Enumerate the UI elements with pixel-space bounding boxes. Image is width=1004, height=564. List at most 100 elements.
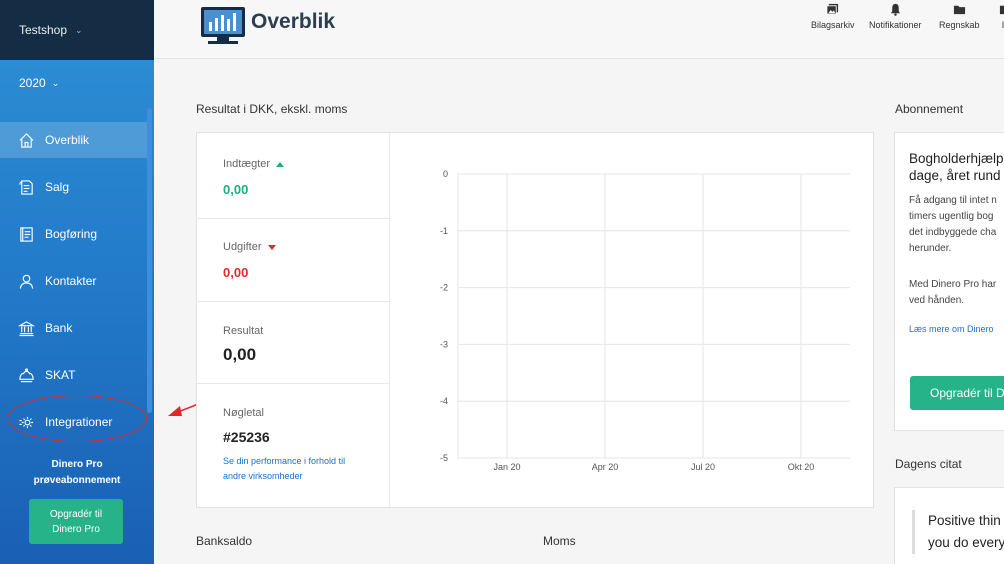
result-card: Indtægter 0,00 Udgifter 0,00 Resultat 0,… bbox=[196, 132, 874, 508]
y-tick-label: -5 bbox=[440, 453, 448, 463]
upgrade-button[interactable]: Opgradér til Dinero Pro bbox=[29, 499, 123, 544]
sidebar: Testshop ⌄ 2020 ⌄ Overblik Salg Bogførin… bbox=[0, 0, 154, 564]
crown-icon bbox=[19, 367, 34, 382]
y-tick-label: -4 bbox=[440, 396, 448, 406]
trial-label: Dinero Pro prøveabonnement bbox=[0, 457, 154, 489]
expenses-kpi: Udgifter 0,00 bbox=[197, 219, 389, 302]
sidebar-item-label: Kontakter bbox=[45, 274, 97, 288]
subscription-text-line: timers ugentlig bog bbox=[909, 211, 994, 222]
caret-up-icon bbox=[276, 161, 285, 167]
moms-heading: Moms bbox=[543, 534, 576, 548]
quote-card: Positive thin you do every bbox=[894, 487, 1004, 564]
sidebar-item-bogforing[interactable]: Bogføring bbox=[0, 216, 147, 252]
key-figure-label: Nøgletal bbox=[223, 407, 264, 419]
bell-icon bbox=[890, 3, 900, 16]
result-value: 0,00 bbox=[223, 345, 257, 364]
x-tick-label: Jul 20 bbox=[691, 462, 715, 472]
performance-link-line: Se din performance i forhold til bbox=[223, 456, 346, 466]
action-label: Regnskab bbox=[939, 20, 980, 30]
y-tick-label: -1 bbox=[440, 226, 448, 236]
more-action-button[interactable]: In bbox=[999, 3, 1004, 30]
subscription-text-2: Med Dinero Pro har ved hånden. bbox=[909, 277, 996, 309]
performance-link[interactable]: Se din performance i forhold til andre v… bbox=[223, 454, 389, 484]
bilagsarkiv-button[interactable]: Bilagsarkiv bbox=[811, 3, 855, 30]
regnskab-button[interactable]: Regnskab bbox=[939, 3, 980, 30]
sidebar-item-label: Overblik bbox=[45, 133, 90, 147]
sidebar-scrollbar[interactable] bbox=[147, 108, 152, 413]
upgrade-button-line: Dinero Pro bbox=[52, 523, 100, 535]
invoice-icon bbox=[19, 179, 33, 195]
sidebar-item-salg[interactable]: Salg bbox=[0, 169, 147, 205]
shop-selector[interactable]: Testshop ⌄ bbox=[0, 0, 154, 60]
read-more-link[interactable]: Læs mere om Dinero bbox=[909, 324, 994, 334]
key-figure-value: #25236 bbox=[223, 429, 270, 445]
action-label: In bbox=[1001, 20, 1004, 30]
result-kpi: Resultat 0,00 bbox=[197, 302, 389, 384]
sidebar-item-skat[interactable]: SKAT bbox=[0, 357, 147, 393]
folder-icon bbox=[953, 5, 965, 15]
income-kpi: Indtægter 0,00 bbox=[197, 133, 389, 219]
sidebar-item-overblik[interactable]: Overblik bbox=[0, 122, 147, 158]
performance-link-line: andre virksomheder bbox=[223, 471, 303, 481]
sidebar-item-bank[interactable]: Bank bbox=[0, 310, 147, 346]
x-tick-label: Apr 20 bbox=[592, 462, 619, 472]
shop-name: Testshop bbox=[19, 23, 68, 37]
chevron-down-icon: ⌄ bbox=[75, 24, 83, 35]
annotation-circle bbox=[7, 395, 147, 442]
trial-label-line: Dinero Pro bbox=[51, 459, 103, 470]
trial-label-line: prøveabonnement bbox=[33, 475, 121, 486]
year-selector[interactable]: 2020 ⌄ bbox=[19, 76, 59, 90]
subscription-text-line: Få adgang til intet n bbox=[909, 195, 997, 206]
key-figure-kpi: Nøgletal #25236 Se din performance i for… bbox=[197, 384, 389, 507]
sidebar-item-kontakter[interactable]: Kontakter bbox=[0, 263, 147, 299]
subscription-text-line: Med Dinero Pro har bbox=[909, 279, 997, 290]
result-label: Resultat bbox=[223, 325, 264, 337]
result-heading: Resultat i DKK, ekskl. moms bbox=[196, 102, 348, 116]
upgrade-pro-button[interactable]: Opgradér til Di bbox=[910, 376, 1004, 410]
upgrade-button-line: Opgradér til bbox=[49, 508, 103, 520]
sidebar-item-label: Bank bbox=[45, 321, 73, 335]
home-icon bbox=[19, 132, 34, 148]
subscription-text-line: herunder. bbox=[909, 243, 952, 254]
x-tick-label: Okt 20 bbox=[788, 462, 815, 472]
subscription-text-line: det indbyggede cha bbox=[909, 227, 997, 238]
quote-line: Positive thin bbox=[928, 513, 1001, 528]
subscription-text: Få adgang til intet n timers ugentlig bo… bbox=[909, 193, 997, 257]
quote-text: Positive thin you do every bbox=[912, 510, 1004, 554]
folder-icon bbox=[999, 5, 1004, 15]
card-divider bbox=[389, 133, 390, 507]
quote-line: you do every bbox=[928, 535, 1004, 550]
chevron-down-icon: ⌄ bbox=[51, 77, 60, 88]
top-header: Overblik Bilagsarkiv Notifikationer Regn… bbox=[154, 0, 1004, 59]
income-value: 0,00 bbox=[223, 182, 249, 197]
banksaldo-heading: Banksaldo bbox=[196, 534, 253, 548]
y-tick-label: -3 bbox=[440, 339, 448, 349]
quote-heading: Dagens citat bbox=[895, 457, 962, 471]
action-label: Notifikationer bbox=[869, 20, 922, 30]
notifikationer-button[interactable]: Notifikationer bbox=[869, 3, 922, 30]
result-chart: 0 -1 -2 -3 -4 -5 Jan 20 Apr 20 Jul 20 Okt 20 bbox=[440, 169, 850, 472]
subscription-card: Bogholderhjælp dage, året rund Få adgang… bbox=[894, 132, 1004, 431]
year-label: 2020 bbox=[19, 76, 46, 90]
subscription-heading: Abonnement bbox=[895, 102, 964, 116]
expenses-value: 0,00 bbox=[223, 265, 249, 280]
images-icon bbox=[826, 3, 839, 15]
subscription-title-line: Bogholderhjælp bbox=[909, 151, 1004, 166]
subscription-title: Bogholderhjælp dage, året rund bbox=[909, 150, 1004, 184]
dashboard-monitor-icon bbox=[201, 7, 245, 44]
sidebar-item-label: Salg bbox=[45, 180, 70, 194]
x-tick-label: Jan 20 bbox=[493, 462, 520, 472]
expenses-label: Udgifter bbox=[223, 241, 262, 253]
person-icon bbox=[19, 274, 34, 289]
subscription-title-line: dage, året rund bbox=[909, 168, 1001, 183]
caret-down-icon bbox=[267, 244, 276, 250]
action-label: Bilagsarkiv bbox=[811, 20, 855, 30]
income-label: Indtægter bbox=[223, 158, 271, 170]
y-tick-label: -2 bbox=[440, 283, 448, 293]
y-tick-label: 0 bbox=[443, 169, 448, 179]
page-title: Overblik bbox=[251, 10, 336, 33]
sidebar-item-label: SKAT bbox=[45, 368, 76, 382]
bank-icon bbox=[18, 320, 35, 336]
sidebar-item-label: Bogføring bbox=[45, 227, 98, 241]
ledger-icon bbox=[20, 226, 33, 242]
